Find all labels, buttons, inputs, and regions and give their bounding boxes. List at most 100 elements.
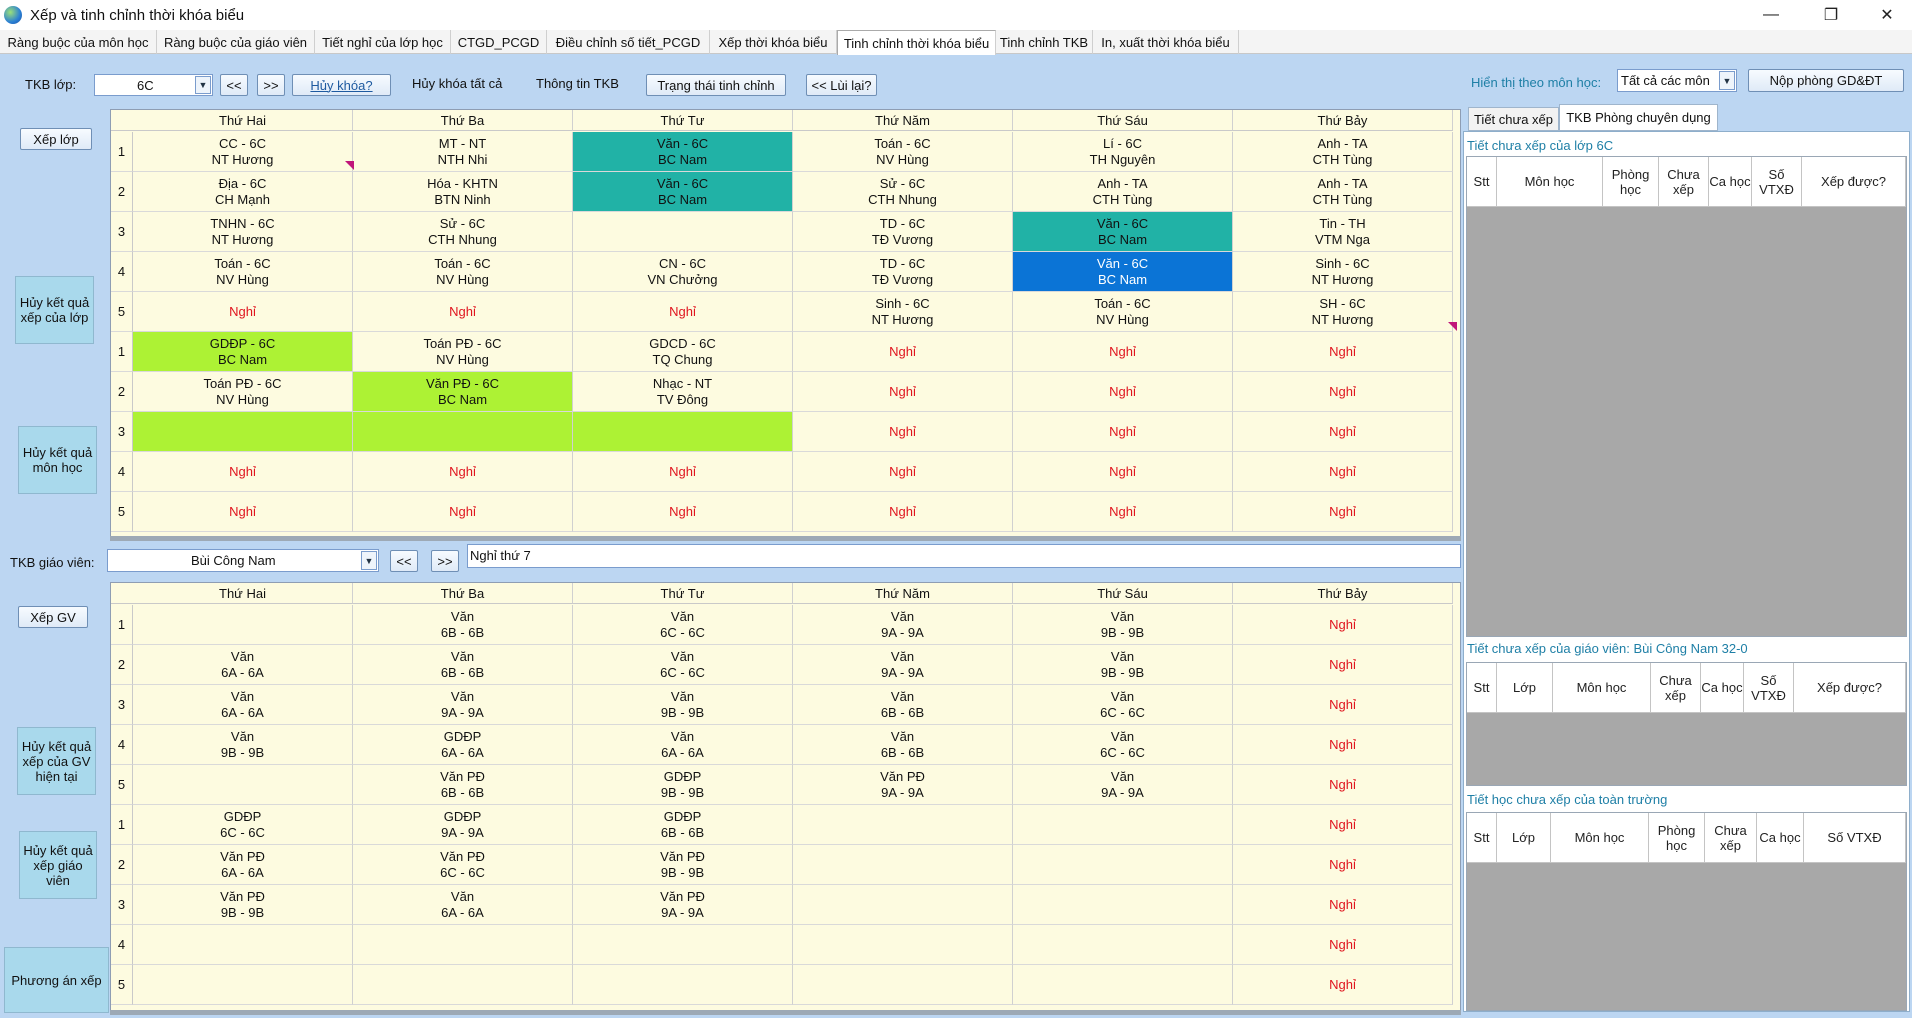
timetable-cell[interactable]: Văn 6B - 6B	[353, 645, 573, 685]
timetable-cell[interactable]: Sử - 6C CTH Nhung	[353, 212, 573, 252]
timetable-cell[interactable]: Nghỉ	[1233, 765, 1453, 805]
timetable-cell[interactable]: Văn 9B - 9B	[133, 725, 353, 765]
schedule-class-button[interactable]: Xếp lớp	[20, 128, 92, 150]
timetable-cell[interactable]: Nghỉ	[1233, 412, 1453, 452]
teacher-next-button[interactable]: >>	[431, 550, 459, 572]
timetable-cell[interactable]: Nghỉ	[1233, 492, 1453, 532]
timetable-cell[interactable]: Văn - 6C BC Nam	[573, 172, 793, 212]
timetable-cell[interactable]: Nghỉ	[793, 412, 1013, 452]
column-header[interactable]: Chưa xếp	[1659, 157, 1709, 207]
column-header[interactable]: Ca học	[1757, 813, 1804, 863]
timetable-cell[interactable]	[793, 965, 1013, 1005]
timetable-cell[interactable]: Nghỉ	[1233, 645, 1453, 685]
timetable-cell[interactable]: Văn 9B - 9B	[1013, 605, 1233, 645]
timetable-cell[interactable]: Hóa - KHTN BTN Ninh	[353, 172, 573, 212]
column-header[interactable]: Môn học	[1553, 663, 1651, 713]
timetable-cell[interactable]: Văn PĐ - 6C BC Nam	[353, 372, 573, 412]
column-header[interactable]: Môn học	[1551, 813, 1649, 863]
timetable-cell[interactable]: Nghỉ	[793, 332, 1013, 372]
timetable-cell[interactable]: GDĐP 6A - 6A	[353, 725, 573, 765]
timetable-cell[interactable]: Văn 6C - 6C	[1013, 685, 1233, 725]
class-select[interactable]: 6C ▼	[94, 74, 213, 96]
timetable-cell[interactable]: Toán - 6C NV Hùng	[133, 252, 353, 292]
maximize-button[interactable]: ❐	[1823, 7, 1839, 24]
timetable-cell[interactable]	[793, 805, 1013, 845]
column-header[interactable]: Lớp	[1497, 813, 1551, 863]
column-header[interactable]: Ca học	[1701, 663, 1744, 713]
timetable-cell[interactable]	[133, 925, 353, 965]
timetable-cell[interactable]: Sử - 6C CTH Nhung	[793, 172, 1013, 212]
undo-button[interactable]: << Lùi lại?	[806, 74, 877, 96]
column-header[interactable]: Xếp được?	[1794, 663, 1906, 713]
timetable-cell[interactable]	[793, 845, 1013, 885]
timetable-cell[interactable]: GDĐP 9B - 9B	[573, 765, 793, 805]
cancel-teacher-result-button[interactable]: Hủy kết quả xếp giáo viên	[19, 831, 97, 899]
timetable-cell[interactable]	[1013, 845, 1233, 885]
timetable-cell[interactable]: Nhạc - NT TV Đông	[573, 372, 793, 412]
column-header[interactable]: Phòng học	[1649, 813, 1705, 863]
close-button[interactable]: ✕	[1880, 7, 1894, 24]
timetable-cell[interactable]: GDĐP - 6C BC Nam	[133, 332, 353, 372]
timetable-cell[interactable]	[793, 925, 1013, 965]
timetable-cell[interactable]: Nghỉ	[793, 492, 1013, 532]
tuning-state-button[interactable]: Trạng thái tinh chỉnh	[646, 74, 786, 96]
tab-tinh-chinh[interactable]: Tinh chỉnh TKB	[996, 30, 1093, 54]
timetable-cell[interactable]: Nghỉ	[1013, 372, 1233, 412]
unlock-all-button[interactable]: Hủy khóa tất cả	[412, 76, 503, 91]
tab-in-xuat-tkb[interactable]: In, xuất thời khóa biểu	[1093, 30, 1239, 54]
cancel-current-teacher-button[interactable]: Hủy kết quả xếp của GV hiện tại	[17, 727, 96, 795]
timetable-cell[interactable]: Nghỉ	[793, 452, 1013, 492]
timetable-cell[interactable]: Nghỉ	[1233, 885, 1453, 925]
column-header[interactable]: Chưa xếp	[1705, 813, 1757, 863]
tab-special-rooms[interactable]: TKB Phòng chuyên dụng	[1559, 104, 1718, 131]
timetable-cell[interactable]	[573, 412, 793, 452]
timetable-cell[interactable]: Văn PĐ 6A - 6A	[133, 845, 353, 885]
timetable-cell[interactable]: Văn 6A - 6A	[353, 885, 573, 925]
tab-xep-tkb[interactable]: Xếp thời khóa biểu	[710, 30, 837, 54]
timetable-cell[interactable]	[573, 925, 793, 965]
timetable-cell[interactable]: Anh - TA CTH Tùng	[1233, 132, 1453, 172]
unlock-button[interactable]: Hủy khóa?	[292, 74, 391, 96]
column-header[interactable]: Stt	[1467, 663, 1497, 713]
timetable-cell[interactable]: Văn 6C - 6C	[1013, 725, 1233, 765]
timetable-cell[interactable]: Anh - TA CTH Tùng	[1013, 172, 1233, 212]
column-header[interactable]: Ca học	[1709, 157, 1752, 207]
subject-filter-select[interactable]: Tất cả các môn ▼	[1617, 69, 1737, 92]
timetable-cell[interactable]: Văn 6B - 6B	[793, 725, 1013, 765]
column-header[interactable]: Môn học	[1497, 157, 1603, 207]
timetable-cell[interactable]	[793, 885, 1013, 925]
timetable-cell[interactable]: Văn 9A - 9A	[793, 605, 1013, 645]
timetable-cell[interactable]	[1013, 805, 1233, 845]
timetable-cell[interactable]: Nghỉ	[133, 492, 353, 532]
tab-dieu-chinh-so-tiet[interactable]: Điều chỉnh số tiết_PCGD	[547, 30, 710, 54]
column-header[interactable]: Số VTXĐ	[1804, 813, 1906, 863]
column-header[interactable]: Số VTXĐ	[1752, 157, 1802, 207]
submit-to-department-button[interactable]: Nộp phòng GD&ĐT	[1748, 69, 1904, 92]
timetable-cell[interactable]: Nghỉ	[573, 492, 793, 532]
class-next-button[interactable]: >>	[257, 74, 285, 96]
timetable-cell[interactable]: Nghỉ	[1013, 412, 1233, 452]
timetable-cell[interactable]: Nghỉ	[1233, 605, 1453, 645]
timetable-cell[interactable]	[573, 212, 793, 252]
timetable-cell[interactable]: Nghỉ	[1013, 332, 1233, 372]
tab-tiet-nghi-lop-hoc[interactable]: Tiết nghỉ của lớp học	[315, 30, 451, 54]
timetable-cell[interactable]: Nghỉ	[1233, 845, 1453, 885]
timetable-cell[interactable]: Nghỉ	[353, 492, 573, 532]
timetable-cell[interactable]: Nghỉ	[1233, 452, 1453, 492]
schedule-teacher-button[interactable]: Xếp GV	[18, 606, 88, 628]
timetable-cell[interactable]: Văn 9A - 9A	[1013, 765, 1233, 805]
timetable-cell[interactable]: GDCD - 6C TQ Chung	[573, 332, 793, 372]
column-header[interactable]: Lớp	[1497, 663, 1553, 713]
tab-unscheduled[interactable]: Tiết chưa xếp	[1468, 107, 1559, 131]
timetable-cell[interactable]: Anh - TA CTH Tùng	[1233, 172, 1453, 212]
timetable-cell[interactable]: TD - 6C TĐ Vương	[793, 212, 1013, 252]
timetable-cell[interactable]: TNHN - 6C NT Hương	[133, 212, 353, 252]
timetable-cell[interactable]: CN - 6C VN Chưởng	[573, 252, 793, 292]
timetable-cell[interactable]: Toán - 6C NV Hùng	[1013, 292, 1233, 332]
timetable-cell[interactable]: Văn PĐ 9A - 9A	[573, 885, 793, 925]
timetable-cell[interactable]: Văn 9A - 9A	[353, 685, 573, 725]
cancel-subject-result-button[interactable]: Hủy kết quả môn học	[18, 426, 97, 494]
timetable-info-button[interactable]: Thông tin TKB	[536, 76, 619, 91]
timetable-cell[interactable]: Nghỉ	[573, 452, 793, 492]
timetable-cell[interactable]: Văn 9A - 9A	[793, 645, 1013, 685]
